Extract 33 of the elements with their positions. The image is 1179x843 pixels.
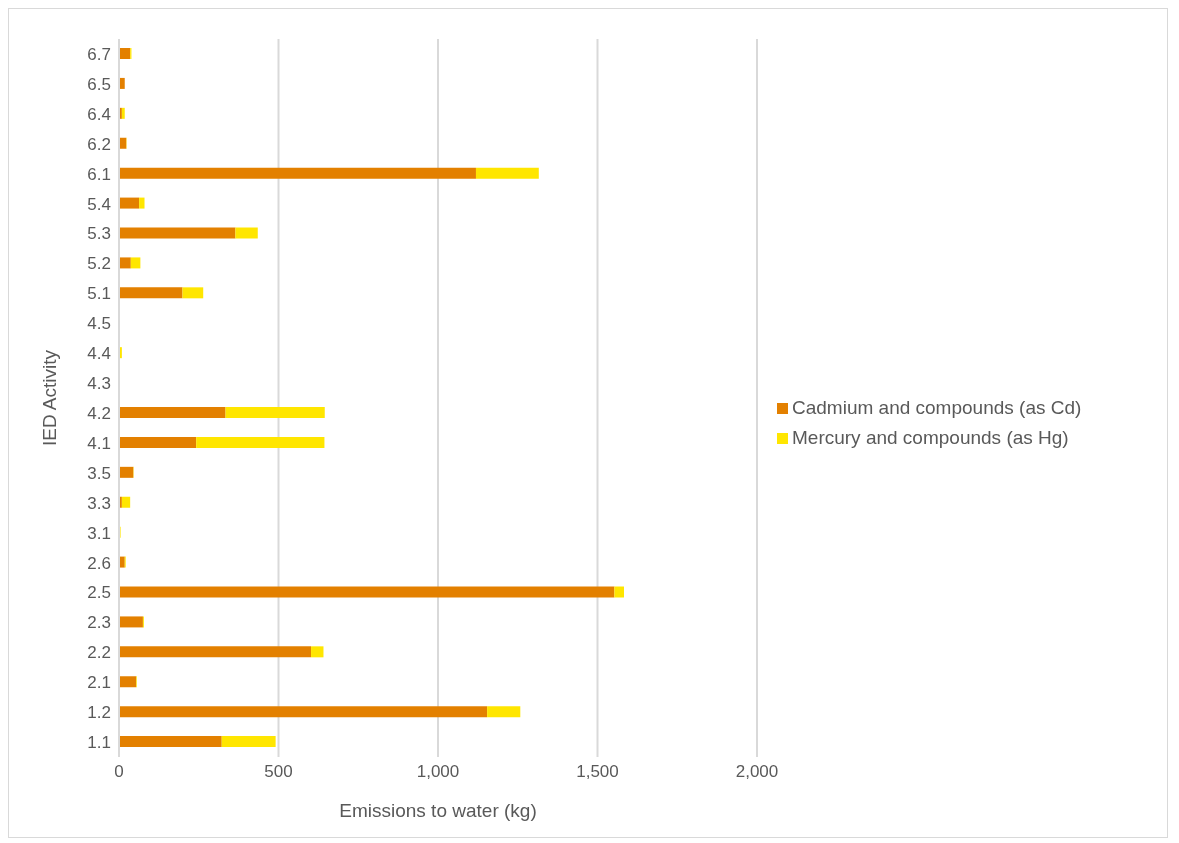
y-axis-title: IED Activity xyxy=(38,349,60,447)
y-tick-label: 5.3 xyxy=(87,224,111,244)
legend-label: Mercury and compounds (as Hg) xyxy=(792,427,1069,448)
y-tick-label: 6.2 xyxy=(87,134,111,154)
x-tick-label: 500 xyxy=(264,762,293,782)
x-axis-title: Emissions to water (kg) xyxy=(339,800,537,821)
y-tick-label: 3.1 xyxy=(87,523,111,543)
y-tick-label: 6.7 xyxy=(87,44,111,64)
y-tick-label: 5.2 xyxy=(87,254,111,274)
y-tick-label: 2.1 xyxy=(87,673,111,693)
y-tick-label: 1.2 xyxy=(87,703,111,723)
y-tick-label: 4.2 xyxy=(87,403,111,423)
y-tick-label: 5.1 xyxy=(87,284,111,304)
y-tick-label: 6.1 xyxy=(87,164,111,184)
x-tick-label: 2,000 xyxy=(735,762,779,782)
y-tick-label: 2.3 xyxy=(87,613,111,633)
x-tick-label: 1,500 xyxy=(576,762,619,782)
x-tick-label: 1,000 xyxy=(416,762,460,782)
legend-label: Cadmium and compounds (as Cd) xyxy=(792,397,1082,418)
y-tick-label: 3.5 xyxy=(87,463,111,483)
y-tick-label: 3.3 xyxy=(87,493,111,513)
y-tick-label: 4.4 xyxy=(87,344,111,364)
y-tick-label: 6.4 xyxy=(87,104,111,124)
y-tick-label: 4.5 xyxy=(87,314,111,334)
y-tick-label: 5.4 xyxy=(87,194,111,214)
y-tick-label: 4.3 xyxy=(87,374,111,394)
y-tick-label: 4.1 xyxy=(87,433,111,453)
y-tick-label: 2.5 xyxy=(87,583,111,603)
y-tick-label: 2.2 xyxy=(87,643,111,663)
y-tick-label: 6.5 xyxy=(87,74,111,94)
y-tick-label: 1.1 xyxy=(87,733,111,753)
y-tick-label: 2.6 xyxy=(87,553,111,573)
x-tick-label: 0 xyxy=(114,762,124,782)
